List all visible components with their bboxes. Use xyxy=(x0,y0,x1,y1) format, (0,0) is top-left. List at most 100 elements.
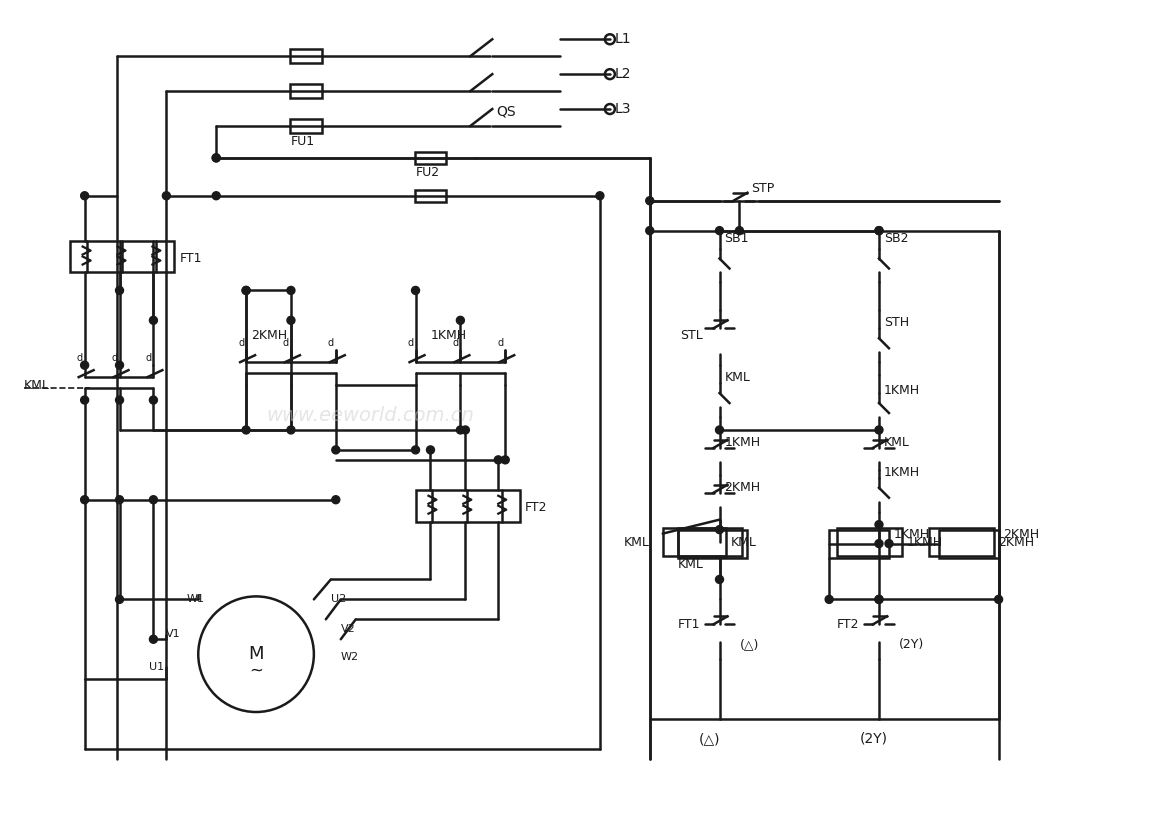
Text: www.eeworld.com.cn: www.eeworld.com.cn xyxy=(267,406,475,425)
Circle shape xyxy=(876,596,882,603)
Circle shape xyxy=(716,526,724,534)
Text: d: d xyxy=(408,338,414,348)
Text: KML: KML xyxy=(678,558,703,571)
Text: d: d xyxy=(111,353,117,363)
Text: SB2: SB2 xyxy=(884,232,909,245)
Text: 2KMH: 2KMH xyxy=(998,536,1035,549)
Circle shape xyxy=(149,496,157,504)
Bar xyxy=(290,119,322,133)
Circle shape xyxy=(242,287,250,294)
Text: STL: STL xyxy=(680,329,702,342)
Text: M: M xyxy=(248,646,264,663)
Circle shape xyxy=(242,426,250,434)
Text: FT1: FT1 xyxy=(678,618,700,631)
Circle shape xyxy=(149,317,157,324)
Bar xyxy=(663,527,726,556)
Text: 2KMH: 2KMH xyxy=(725,481,761,494)
Circle shape xyxy=(213,154,221,162)
Circle shape xyxy=(287,287,295,294)
Circle shape xyxy=(116,362,123,369)
Circle shape xyxy=(501,456,509,464)
Text: KML: KML xyxy=(731,536,756,549)
Bar xyxy=(416,490,520,521)
Text: V2: V2 xyxy=(341,624,355,634)
Text: d: d xyxy=(77,353,83,363)
Circle shape xyxy=(876,227,882,235)
Text: 2KMH: 2KMH xyxy=(1003,528,1040,541)
Bar xyxy=(70,241,175,272)
Text: L1: L1 xyxy=(615,32,632,47)
Text: ~: ~ xyxy=(249,661,263,679)
Bar xyxy=(939,530,998,557)
Circle shape xyxy=(426,446,434,454)
Circle shape xyxy=(149,396,157,404)
Circle shape xyxy=(716,426,724,434)
Circle shape xyxy=(462,426,469,434)
Circle shape xyxy=(876,227,882,235)
Circle shape xyxy=(885,540,893,547)
Text: QS: QS xyxy=(496,104,516,118)
Circle shape xyxy=(876,426,882,434)
Circle shape xyxy=(596,192,604,200)
Text: FU2: FU2 xyxy=(416,167,440,179)
Text: FT2: FT2 xyxy=(525,501,548,514)
Circle shape xyxy=(80,362,88,369)
Circle shape xyxy=(242,287,250,294)
Circle shape xyxy=(876,521,882,529)
Text: 2KMH: 2KMH xyxy=(250,329,287,342)
Text: U1: U1 xyxy=(149,662,164,672)
Text: d: d xyxy=(146,353,152,363)
Text: FT2: FT2 xyxy=(838,618,859,631)
Text: 1KMH: 1KMH xyxy=(725,436,761,450)
Bar xyxy=(678,530,747,557)
Text: d: d xyxy=(283,338,290,348)
Text: KML: KML xyxy=(24,379,49,392)
Circle shape xyxy=(332,496,340,504)
Circle shape xyxy=(287,317,295,324)
Text: d: d xyxy=(327,338,334,348)
Text: 1KMH: 1KMH xyxy=(884,466,920,479)
Circle shape xyxy=(411,446,419,454)
Text: W2: W2 xyxy=(341,652,358,662)
Circle shape xyxy=(411,287,419,294)
Text: 1KMH: 1KMH xyxy=(431,329,466,342)
Circle shape xyxy=(116,287,123,294)
Circle shape xyxy=(213,192,221,200)
Text: 1KMH: 1KMH xyxy=(907,536,943,549)
Bar xyxy=(415,190,447,202)
Circle shape xyxy=(162,192,170,200)
Circle shape xyxy=(287,426,295,434)
Circle shape xyxy=(716,227,724,235)
Circle shape xyxy=(825,596,833,603)
Circle shape xyxy=(213,154,221,162)
Text: KML: KML xyxy=(884,436,910,450)
Text: V1: V1 xyxy=(167,629,182,639)
Circle shape xyxy=(995,596,1003,603)
Bar xyxy=(290,84,322,98)
Text: L3: L3 xyxy=(615,102,631,116)
Circle shape xyxy=(80,396,88,404)
Text: (2Y): (2Y) xyxy=(859,732,888,746)
Bar xyxy=(290,49,322,63)
Text: KML: KML xyxy=(624,536,649,549)
Text: 1KMH: 1KMH xyxy=(894,528,930,541)
Circle shape xyxy=(332,446,340,454)
Circle shape xyxy=(876,540,882,547)
Bar xyxy=(928,527,994,556)
Text: (△): (△) xyxy=(699,732,720,746)
Bar xyxy=(838,527,902,556)
Circle shape xyxy=(456,317,464,324)
Circle shape xyxy=(80,496,88,504)
Circle shape xyxy=(716,576,724,583)
Text: SB1: SB1 xyxy=(725,232,749,245)
Text: d: d xyxy=(453,338,458,348)
Circle shape xyxy=(80,192,88,200)
Text: 1KMH: 1KMH xyxy=(884,383,920,397)
Text: d: d xyxy=(238,338,245,348)
Circle shape xyxy=(876,596,882,603)
Text: KML: KML xyxy=(725,371,750,384)
Bar xyxy=(415,152,447,164)
Text: L2: L2 xyxy=(615,67,631,81)
Bar xyxy=(678,527,742,556)
Circle shape xyxy=(494,456,502,464)
